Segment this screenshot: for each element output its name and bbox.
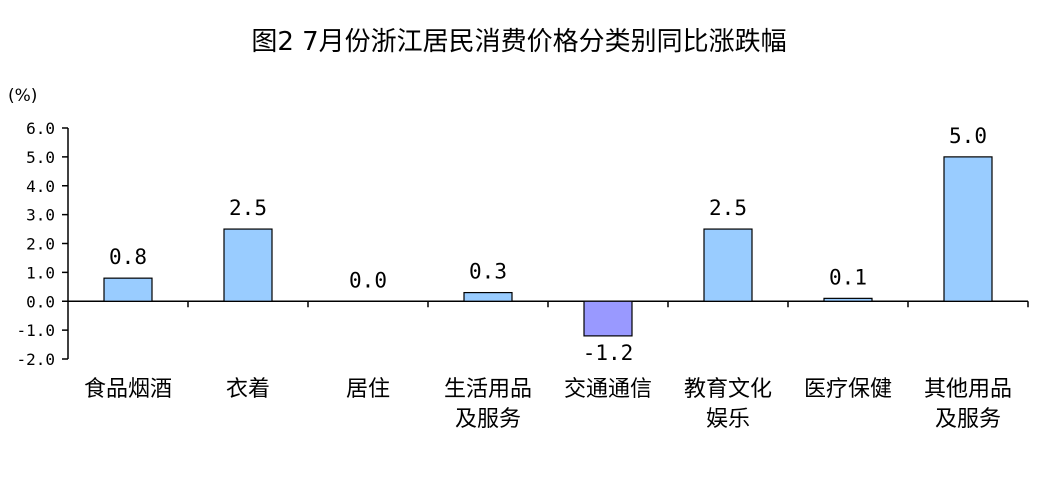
chart-title: 图2 7月份浙江居民消费价格分类别同比涨跌幅 xyxy=(251,27,786,57)
x-tick-label: 及服务 xyxy=(455,407,521,432)
data-label: 2.5 xyxy=(229,196,267,220)
data-label: 0.1 xyxy=(829,265,867,289)
data-label: 0.0 xyxy=(349,268,387,292)
y-tick-label: 6.0 xyxy=(26,119,55,138)
y-tick-label: 4.0 xyxy=(26,177,55,196)
data-label: 0.8 xyxy=(109,245,147,269)
data-label: 2.5 xyxy=(709,196,747,220)
x-tick-label: 交通通信 xyxy=(564,377,652,402)
x-tick-label: 娱乐 xyxy=(706,407,750,432)
data-label: 5.0 xyxy=(949,124,987,148)
x-tick-label: 及服务 xyxy=(935,407,1001,432)
x-tick-label: 居住 xyxy=(346,377,390,402)
y-axis-unit-label: (%) xyxy=(8,86,37,106)
x-tick-label: 其他用品 xyxy=(924,377,1012,402)
bar xyxy=(583,300,633,337)
bar xyxy=(703,228,753,302)
bar xyxy=(103,277,153,302)
y-tick-label: -1.0 xyxy=(16,321,55,340)
y-tick-label: 0.0 xyxy=(26,292,55,311)
plot-area: 6.0 5.0 4.0 3.0 2.0 1.0 0.0 -1.0 -2.0 0.8 食品烟酒 2.5 衣… xyxy=(16,119,1029,432)
y-tick-label: 3.0 xyxy=(26,206,55,225)
x-tick-label: 教育文化 xyxy=(684,377,772,402)
bar xyxy=(463,291,513,302)
bar xyxy=(823,297,873,302)
x-tick-label: 衣着 xyxy=(226,377,270,402)
data-label: -1.2 xyxy=(583,341,634,365)
y-tick-label: 2.0 xyxy=(26,235,55,254)
y-tick-label: 1.0 xyxy=(26,263,55,282)
x-tick-label: 医疗保健 xyxy=(804,377,892,402)
x-tick-label: 食品烟酒 xyxy=(84,377,172,402)
data-label: 0.3 xyxy=(469,260,507,284)
bar xyxy=(943,156,993,302)
y-tick-label: -2.0 xyxy=(16,350,55,369)
y-tick-label: 5.0 xyxy=(26,148,55,167)
x-tick-label: 生活用品 xyxy=(444,377,532,402)
bar xyxy=(223,228,273,302)
